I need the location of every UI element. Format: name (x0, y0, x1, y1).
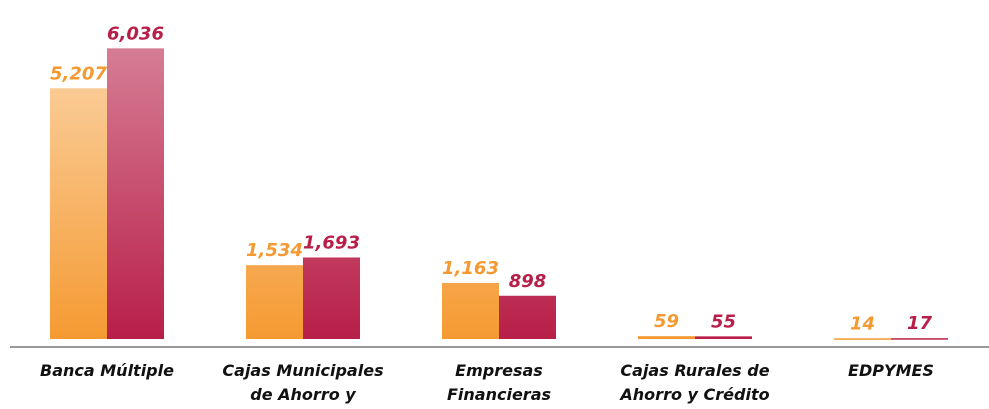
value-label: 14 (850, 313, 875, 334)
x-tick-label-line: Ahorro y Crédito (618, 385, 769, 404)
x-tick-label-line: Empresas (455, 361, 543, 380)
value-label: 6,036 (107, 23, 164, 44)
value-label: 1,534 (246, 240, 303, 261)
value-label: 1,693 (303, 232, 360, 253)
bar (50, 88, 107, 339)
x-tick-label: EDPYMES (848, 361, 934, 380)
x-tick-label-line: Financieras (447, 385, 551, 404)
bar (638, 336, 695, 339)
bar (695, 336, 752, 339)
x-tick-label: Banca Múltiple (40, 361, 174, 380)
value-label: 59 (654, 311, 679, 332)
value-label: 1,163 (442, 258, 499, 279)
bar (834, 338, 891, 340)
value-label: 55 (711, 311, 736, 332)
x-tick-label: Cajas Rurales de Ahorro y Crédito (618, 361, 769, 404)
value-label: 17 (907, 313, 933, 334)
value-label: 5,207 (50, 63, 107, 84)
x-tick-label-line: Cajas Rurales de (620, 361, 769, 380)
bar (891, 338, 948, 340)
x-tick-label: Empresas Financieras (447, 361, 551, 404)
bar (499, 295, 556, 339)
bar (303, 257, 360, 339)
x-tick-label-line: de Ahorro y (250, 385, 356, 404)
bar (107, 48, 164, 339)
x-tick-label-line: Cajas Municipales (222, 361, 383, 380)
bar (246, 265, 303, 339)
value-label: 898 (509, 271, 547, 292)
bar (442, 282, 499, 339)
